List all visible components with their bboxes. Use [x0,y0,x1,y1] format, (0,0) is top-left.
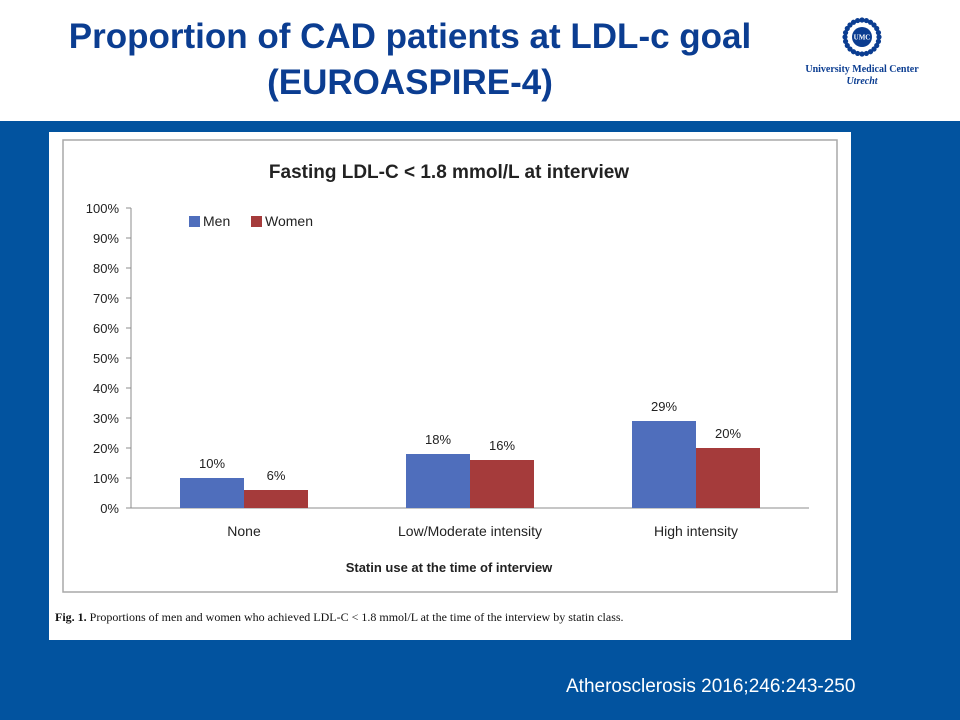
x-axis-title: Statin use at the time of interview [346,560,553,575]
slide-title-line1: Proportion of CAD patients at LDL-c goal [68,17,752,56]
logo-ray [842,34,848,40]
y-tick-label: 100% [86,201,120,216]
slide-title: Proportion of CAD patients at LDL-c goal… [0,14,820,106]
logo-city: Utrecht [846,76,878,87]
figure-caption-text: Proportions of men and women who achieve… [89,610,624,624]
logo-ray [863,50,869,57]
bar-women [470,460,534,508]
bar-men [406,454,470,508]
bar-men [632,421,696,508]
legend-swatch-men [189,216,200,227]
bar-women [244,490,308,508]
logo-ray [871,46,877,52]
logo-ray [867,49,874,55]
umc-logo: UMC University Medical Center Utrecht [792,14,932,94]
y-tick-label: 20% [93,441,119,456]
figure-caption: Fig. 1. Proportions of men and women who… [49,610,851,625]
logo-ray [874,25,880,32]
y-tick-label: 30% [93,411,119,426]
x-tick-label: None [227,523,261,539]
y-tick-label: 80% [93,261,119,276]
logo-ray [867,19,874,25]
logo-ray [871,22,877,28]
logo-ray [842,30,849,36]
legend-label: Women [265,213,313,229]
slide-title-line2: (EUROASPIRE-4) [267,63,553,102]
chart-title: Fasting LDL-C < 1.8 mmol/L at interview [269,162,629,183]
y-tick-label: 50% [93,351,119,366]
figure-caption-label: Fig. 1. [55,610,87,624]
data-label: 18% [425,432,451,447]
bar-men [180,478,244,508]
logo-ray [876,34,882,40]
umc-sun-icon: UMC [842,17,882,57]
logo-ray [850,49,857,55]
logo-ray [875,38,882,44]
logo-ray [850,19,857,25]
x-tick-label: High intensity [654,523,738,539]
data-label: 6% [267,468,286,483]
logo-ray [855,50,861,57]
logo-ray [847,22,853,28]
y-tick-label: 0% [100,501,119,516]
data-label: 20% [715,426,741,441]
x-tick-label: Low/Moderate intensity [398,523,542,539]
bar-chart: Fasting LDL-C < 1.8 mmol/L at interview … [62,139,838,593]
bar-women [696,448,760,508]
y-tick-label: 70% [93,291,119,306]
logo-badge-text: UMC [854,34,871,42]
figure-panel: Fasting LDL-C < 1.8 mmol/L at interview … [49,132,851,640]
y-tick-label: 90% [93,231,119,246]
y-tick-label: 60% [93,321,119,336]
logo-ray [847,46,853,52]
legend-swatch-women [251,216,262,227]
logo-ray [859,17,865,23]
logo-ray [855,17,861,24]
citation: Atherosclerosis 2016;246:243-250 [566,676,856,697]
data-label: 29% [651,399,677,414]
legend-label: Men [203,213,230,229]
y-tick-label: 10% [93,471,119,486]
logo-ray [863,17,869,24]
logo-ray [842,38,849,44]
logo-ray [859,51,865,57]
logo-ray [844,25,850,32]
logo-ray [874,42,880,49]
logo-ray [844,42,850,49]
data-label: 16% [489,438,515,453]
chart-frame [62,139,838,593]
logo-ray [875,30,882,36]
data-label: 10% [199,456,225,471]
y-tick-label: 40% [93,381,119,396]
logo-name: University Medical Center [805,64,919,75]
